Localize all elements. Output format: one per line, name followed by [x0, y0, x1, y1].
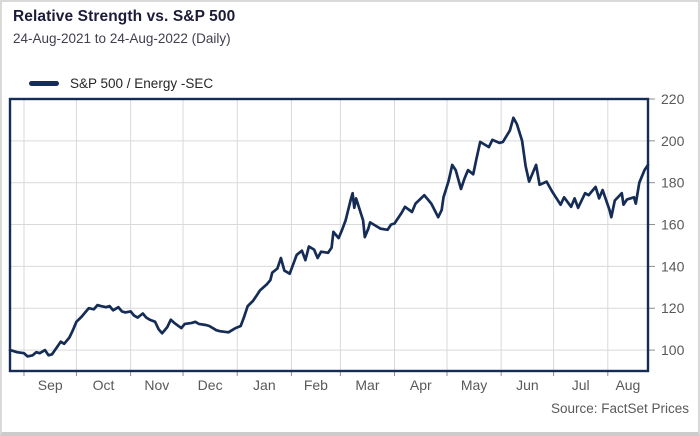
y-tick-label: 100 — [661, 342, 685, 358]
y-tick-label: 220 — [661, 91, 685, 107]
x-tick-label: Jun — [516, 377, 539, 393]
chart-subtitle: 24-Aug-2021 to 24-Aug-2022 (Daily) — [13, 31, 231, 46]
x-tick-label: May — [461, 377, 487, 393]
x-tick-label: Mar — [355, 377, 379, 393]
x-tick-label: Nov — [144, 377, 169, 393]
x-tick-label: Feb — [304, 377, 328, 393]
x-tick-label: Apr — [410, 377, 432, 393]
x-tick-label: Sep — [38, 377, 63, 393]
x-tick-label: Aug — [615, 377, 640, 393]
legend: S&P 500 / Energy -SEC — [29, 76, 213, 91]
chart-title: Relative Strength vs. S&P 500 — [13, 8, 236, 25]
price-line — [8, 116, 650, 358]
plot-border — [8, 97, 650, 373]
y-tick-label: 140 — [661, 258, 685, 274]
x-tick-label: Dec — [198, 377, 223, 393]
y-tick-label: 200 — [661, 133, 685, 149]
x-tick-label: Jan — [253, 377, 276, 393]
y-tick-label: 180 — [661, 175, 685, 191]
x-tick-label: Jul — [572, 377, 590, 393]
legend-label: S&P 500 / Energy -SEC — [70, 76, 214, 91]
y-tick-label: 120 — [661, 300, 685, 316]
x-tick-label: Oct — [93, 377, 115, 393]
legend-line-swatch-icon — [29, 81, 59, 86]
y-tick-label: 160 — [661, 217, 685, 233]
source-note: Source: FactSet Prices — [550, 401, 689, 416]
